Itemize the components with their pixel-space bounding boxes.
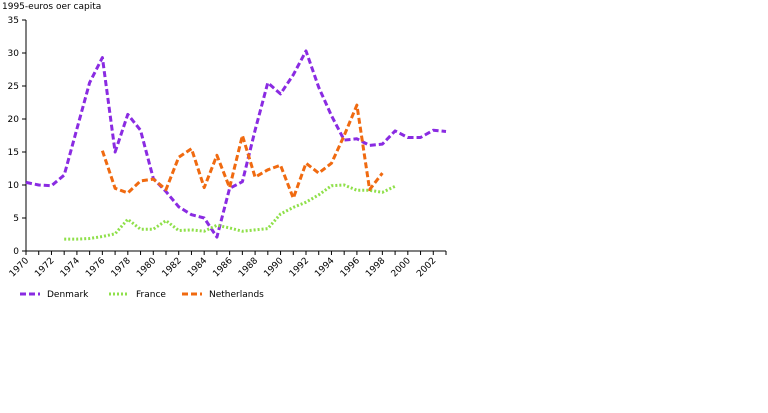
series-line-france	[64, 183, 396, 241]
x-tick-label: 1984	[186, 256, 209, 279]
x-tick-label: 1978	[110, 256, 133, 279]
x-tick-label: 1974	[59, 256, 82, 279]
y-tick-label: 20	[8, 115, 20, 125]
y-tick-label: 35	[8, 16, 19, 26]
legend-label-netherlands: Netherlands	[209, 290, 264, 300]
legend-label-denmark: Denmark	[47, 290, 89, 300]
x-tick-label: 1988	[237, 256, 260, 279]
x-tick-label: 1994	[313, 256, 336, 279]
x-tick-label: 1998	[364, 256, 387, 279]
x-tick-label: 2000	[390, 256, 413, 279]
x-tick-label: 1976	[84, 256, 107, 279]
series-layer	[25, 49, 447, 241]
y-axis-title: 1995-euros oer capita	[2, 2, 101, 12]
y-tick-label: 5	[13, 214, 19, 224]
x-tick-label: 1992	[288, 256, 311, 279]
y-tick-label: 0	[13, 247, 19, 257]
x-tick-label: 1972	[33, 256, 56, 279]
series-line-denmark	[25, 49, 447, 239]
y-axis: 0 5 10 15 20 25 30 35	[8, 16, 27, 257]
x-tick-label: 1970	[8, 256, 31, 279]
x-axis: 1970 1972 1974 1976 1978 1980 1982 1984 1986 1988…	[8, 250, 447, 279]
series-line-netherlands	[100, 103, 384, 200]
x-tick-label: 1986	[211, 256, 234, 279]
y-tick-label: 25	[8, 82, 19, 92]
x-tick-label: 1980	[135, 256, 158, 279]
legend-label-france: France	[136, 290, 166, 300]
y-tick-label: 30	[8, 49, 20, 59]
x-tick-label: 2002	[415, 256, 438, 279]
x-tick-label: 1982	[161, 256, 184, 279]
legend: Denmark France Netherlands	[20, 290, 264, 300]
x-tick-label: 1996	[339, 256, 362, 279]
y-tick-label: 15	[8, 148, 19, 158]
x-tick-label: 1990	[262, 256, 285, 279]
y-tick-label: 10	[8, 181, 20, 191]
